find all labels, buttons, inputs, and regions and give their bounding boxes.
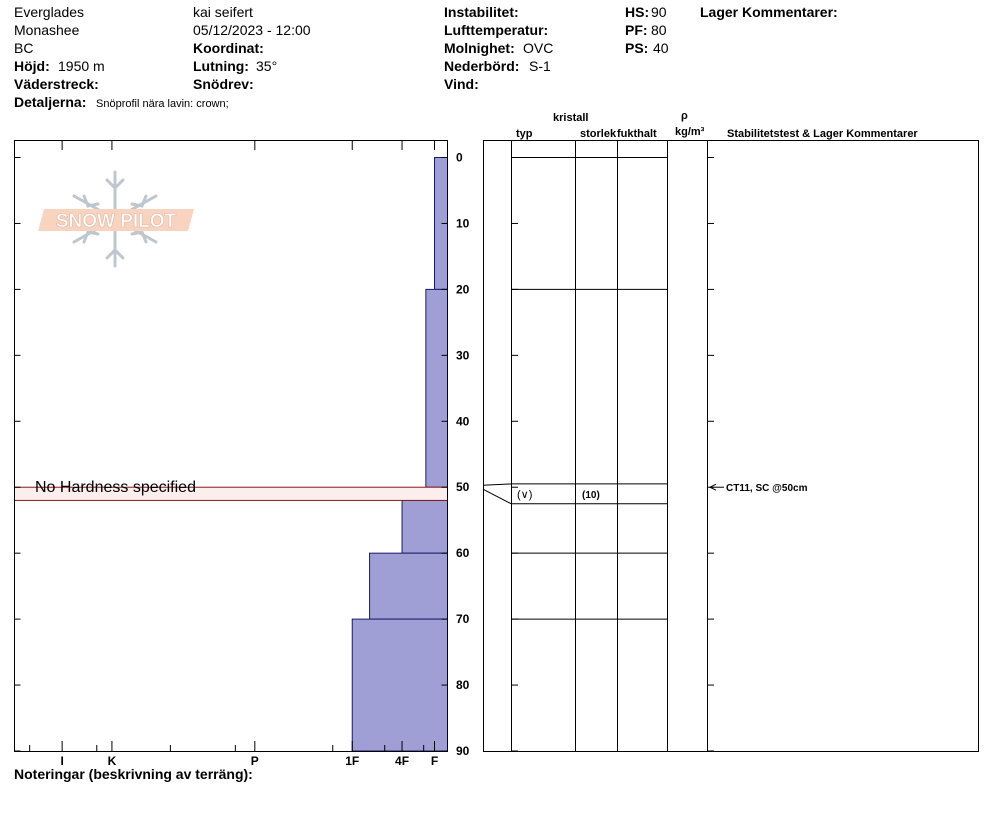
details-value: Snöprofil nära lavin: crown; xyxy=(96,98,229,110)
hardness-tick-label: 4F xyxy=(395,754,409,768)
details-label: Detaljerna: xyxy=(14,94,87,110)
depth-tick-label: 0 xyxy=(456,151,463,165)
hardness-bar xyxy=(369,552,448,620)
hs-value: 90 xyxy=(651,4,667,20)
hardness-tick-label: P xyxy=(251,754,259,768)
depth-tick-label: 20 xyxy=(456,282,470,296)
slope-value: 35° xyxy=(256,58,278,74)
drift-label: Snödrev: xyxy=(193,76,254,92)
depth-tick-label: 40 xyxy=(456,414,470,428)
airtemp-label: Lufttemperatur: xyxy=(444,22,549,38)
stability-test-text: CT11, SC @50cm xyxy=(726,483,808,494)
hardness-bar xyxy=(425,288,449,488)
region: BC xyxy=(14,40,34,56)
cloud-value: OVC xyxy=(523,40,554,56)
stability-arrow-head xyxy=(708,483,717,491)
snowpilot-logo: SNOW PILOT xyxy=(38,170,194,268)
pf-value: 80 xyxy=(651,22,667,38)
density-symbol: ρ xyxy=(681,110,688,122)
depth-tick-label: 80 xyxy=(456,678,470,692)
hardness-bar xyxy=(401,499,449,554)
logo-text: SNOW PILOT xyxy=(56,211,177,232)
terrain-notes-label: Noteringar (beskrivning av terräng): xyxy=(14,766,253,782)
wind-label: Vind: xyxy=(444,76,479,92)
depth-tick-label: 30 xyxy=(456,348,470,362)
hardness-tick-label: I xyxy=(60,754,63,768)
layer-connector xyxy=(482,488,512,505)
hardness-plot-frame xyxy=(14,140,448,752)
precip-label: Nederbörd: xyxy=(444,58,520,74)
hardness-bar xyxy=(351,618,448,752)
layer-comments-label: Lager Kommentarer: xyxy=(700,4,838,20)
crystal-size: (10) xyxy=(582,490,600,501)
cloud-label: Molnighet: xyxy=(444,40,515,56)
no-hardness-label: No Hardness specified xyxy=(35,479,196,496)
datetime: 05/12/2023 - 12:00 xyxy=(193,22,311,38)
depth-tick-label: 60 xyxy=(456,546,470,560)
coord-label: Koordinat: xyxy=(193,40,264,56)
depth-tick-label: 90 xyxy=(456,744,470,758)
location: Everglades xyxy=(14,4,85,20)
depth-tick-label: 70 xyxy=(456,612,470,626)
aspect-label: Väderstreck: xyxy=(14,76,99,92)
pf-label: PF: xyxy=(625,22,648,38)
size-heading: storlek xyxy=(580,128,617,140)
layer-connector xyxy=(482,483,512,486)
type-heading: typ xyxy=(516,128,533,140)
crystal-type: (∨) xyxy=(517,489,532,501)
hardness-tick-label: K xyxy=(108,754,117,768)
range: Monashee xyxy=(14,22,80,38)
depth-tick-label: 10 xyxy=(456,216,470,230)
moisture-heading: fukthalt xyxy=(617,128,657,140)
hardness-tick-label: 1F xyxy=(345,754,359,768)
ps-value: 40 xyxy=(653,40,669,56)
hardness-tick-label: F xyxy=(431,754,438,768)
elevation-value: 1950 m xyxy=(58,58,105,74)
stability-heading: Stabilitetstest & Lager Kommentarer xyxy=(727,128,918,140)
density-unit: kg/m³ xyxy=(675,126,705,138)
layer-table-frame xyxy=(483,140,979,752)
slope-label: Lutning: xyxy=(193,58,249,74)
elevation-label: Höjd: xyxy=(14,58,50,74)
hs-label: HS: xyxy=(625,4,650,20)
depth-tick-label: 50 xyxy=(456,480,470,494)
ps-label: PS: xyxy=(625,40,649,56)
precip-value: S-1 xyxy=(529,58,551,74)
instability-label: Instabilitet: xyxy=(444,4,519,20)
observer: kai seifert xyxy=(193,4,253,20)
crystal-heading: kristall xyxy=(553,112,589,124)
